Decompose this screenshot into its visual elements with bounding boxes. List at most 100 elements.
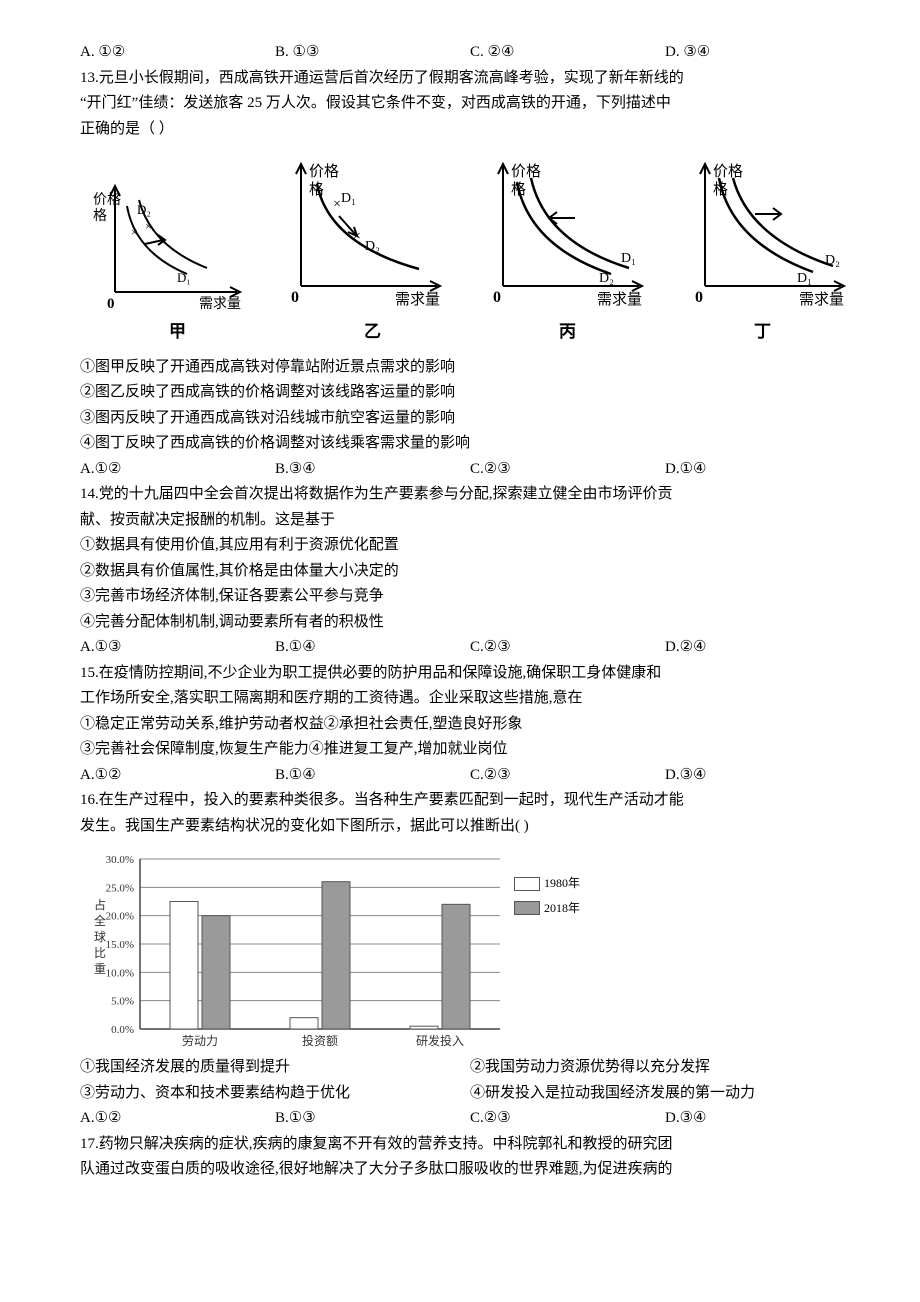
q13-opt-d: D.①④ <box>665 457 860 483</box>
q14-s3: ③完善市场经济体制,保证各要素公平参与竞争 <box>80 584 860 610</box>
q13-graph-jia: 价格 格 需求量 0 D₂ D₁ × × <box>87 174 247 314</box>
svg-text:重: 重 <box>94 962 106 976</box>
svg-text:×: × <box>145 219 152 233</box>
svg-text:劳动力: 劳动力 <box>182 1034 218 1048</box>
svg-text:D₂: D₂ <box>825 253 840 268</box>
q14-opt-d: D.②④ <box>665 635 860 661</box>
q16-opt-d: D.③④ <box>665 1106 860 1132</box>
q16-stem-1: 16.在生产过程中，投入的要素种类很多。当各种生产要素匹配到一起时，现代生产活动… <box>80 788 860 814</box>
q16-s2: ②我国劳动力资源优势得以充分发挥 <box>470 1055 860 1081</box>
svg-text:价格: 价格 <box>511 163 541 180</box>
q13-s3: ③图丙反映了开通西成高铁对沿线城市航空客运量的影响 <box>80 406 860 432</box>
q13-stem-2: “开门红”佳绩：发送旅客 25 万人次。假设其它条件不变，对西成高铁的开通，下列… <box>80 91 860 117</box>
q13-graph-yi: 价格 格 需求量 0 × × D₁ D₂ <box>269 154 449 314</box>
q12-opt-b: B. ①③ <box>275 40 470 66</box>
svg-text:10.0%: 10.0% <box>106 968 134 980</box>
q15-options: A.①② B.①④ C.②③ D.③④ <box>80 763 860 789</box>
svg-text:价格: 价格 <box>713 163 743 180</box>
q16-opt-b: B.①③ <box>275 1106 470 1132</box>
svg-text:0.0%: 0.0% <box>111 1024 134 1036</box>
svg-text:20.0%: 20.0% <box>106 911 134 923</box>
svg-text:0: 0 <box>291 289 299 306</box>
q16-s1: ①我国经济发展的质量得到提升 <box>80 1055 470 1081</box>
graph-name-yi: 乙 <box>275 318 470 347</box>
legend-2018-label: 2018年 <box>544 898 580 918</box>
svg-text:D₁: D₁ <box>621 251 636 266</box>
q17-stem-2: 队通过改变蛋白质的吸收途径,很好地解决了大分子多肽口服吸收的世界难题,为促进疾病… <box>80 1157 860 1183</box>
svg-text:0: 0 <box>493 289 501 306</box>
q14-s2: ②数据具有价值属性,其价格是由体量大小决定的 <box>80 559 860 585</box>
q13-graphs: 价格 格 需求量 0 D₂ D₁ × × 价格 格 需求量 0 × × D <box>80 154 860 314</box>
svg-text:D₂: D₂ <box>365 239 380 254</box>
svg-text:0: 0 <box>695 289 703 306</box>
q14-opt-c: C.②③ <box>470 635 665 661</box>
q15-stem-1: 15.在疫情防控期间,不少企业为职工提供必要的防护用品和保障设施,确保职工身体健… <box>80 661 860 687</box>
q16-opt-c: C.②③ <box>470 1106 665 1132</box>
svg-text:D₂: D₂ <box>599 271 614 286</box>
svg-text:球: 球 <box>94 930 106 944</box>
svg-text:需求量: 需求量 <box>395 291 440 308</box>
svg-text:格: 格 <box>93 208 107 224</box>
q15-opt-d: D.③④ <box>665 763 860 789</box>
q16-s4: ④研发投入是拉动我国经济发展的第一动力 <box>470 1081 860 1107</box>
svg-text:比: 比 <box>94 946 106 960</box>
q15-opt-c: C.②③ <box>470 763 665 789</box>
q13-stem-1: 13.元旦小长假期间，西成高铁开通运营后首次经历了假期客流高峰考验，实现了新年新… <box>80 66 860 92</box>
legend-1980-label: 1980年 <box>544 873 580 893</box>
q16-options: A.①② B.①③ C.②③ D.③④ <box>80 1106 860 1132</box>
q14-stem-2: 献、按贡献决定报酬的机制。这是基于 <box>80 508 860 534</box>
q16-chart: 0.0% 5.0% 10.0% 15.0% 20.0% 25.0% 30.0% 占全球比重劳动… <box>80 849 860 1049</box>
q15-stem-2: 工作场所安全,落实职工隔离期和医疗期的工资待遇。企业采取这些措施,意在 <box>80 686 860 712</box>
q15-opt-b: B.①④ <box>275 763 470 789</box>
q16-legend: 1980年 2018年 <box>514 873 580 922</box>
q13-s2: ②图乙反映了西成高铁的价格调整对该线路客运量的影响 <box>80 380 860 406</box>
svg-text:D₂: D₂ <box>137 202 151 217</box>
axis-y-label: 价格 <box>93 192 121 208</box>
graph-name-jia: 甲 <box>80 318 275 347</box>
swatch-1980 <box>514 877 540 891</box>
q16-opt-a: A.①② <box>80 1106 275 1132</box>
q15-s12: ①稳定正常劳动关系,维护劳动者权益②承担社会责任,塑造良好形象 <box>80 712 860 738</box>
q13-opt-a: A.①② <box>80 457 275 483</box>
svg-text:30.0%: 30.0% <box>106 854 134 866</box>
svg-text:需求量: 需求量 <box>597 291 642 308</box>
q13-graph-bing: 价格 格 需求量 0 D₁ D₂ <box>471 154 651 314</box>
q16-s34: ③劳动力、资本和技术要素结构趋于优化 ④研发投入是拉动我国经济发展的第一动力 <box>80 1081 860 1107</box>
q12-opt-c: C. ②④ <box>470 40 665 66</box>
q15-opt-a: A.①② <box>80 763 275 789</box>
svg-text:15.0%: 15.0% <box>106 939 134 951</box>
svg-text:占: 占 <box>94 897 106 912</box>
q17-stem-1: 17.药物只解决疾病的症状,疾病的康复离不开有效的营养支持。中科院郭礼和教授的研… <box>80 1132 860 1158</box>
svg-text:全: 全 <box>94 913 106 928</box>
graph-name-ding: 丁 <box>665 318 860 347</box>
q12-opt-d: D. ③④ <box>665 40 860 66</box>
svg-text:25.0%: 25.0% <box>106 883 134 895</box>
swatch-2018 <box>514 901 540 915</box>
q16-stem-2: 发生。我国生产要素结构状况的变化如下图所示，据此可以推断出( ) <box>80 814 860 840</box>
q16-s3: ③劳动力、资本和技术要素结构趋于优化 <box>80 1081 470 1107</box>
q12-opt-a: A. ①② <box>80 40 275 66</box>
legend-2018: 2018年 <box>514 898 580 918</box>
svg-text:研发投入: 研发投入 <box>416 1033 464 1048</box>
q14-opt-b: B.①④ <box>275 635 470 661</box>
svg-text:5.0%: 5.0% <box>111 996 134 1008</box>
graph-name-bing: 丙 <box>470 318 665 347</box>
q15-s34: ③完善社会保障制度,恢复生产能力④推进复工复产,增加就业岗位 <box>80 737 860 763</box>
q13-graph-ding: 价格 格 需求量 0 D₁ D₂ <box>673 154 853 314</box>
svg-text:格: 格 <box>309 181 324 198</box>
q13-opt-c: C.②③ <box>470 457 665 483</box>
legend-1980: 1980年 <box>514 873 580 893</box>
svg-text:0: 0 <box>107 296 115 312</box>
axis-x-label: 需求量 <box>199 296 241 312</box>
svg-text:D₁: D₁ <box>177 270 191 285</box>
q13-s4: ④图丁反映了西成高铁的价格调整对该线乘客需求量的影响 <box>80 431 860 457</box>
q13-graph-names: 甲 乙 丙 丁 <box>80 318 860 347</box>
q13-stem-3: 正确的是（ ） <box>80 117 860 143</box>
svg-text:D₁: D₁ <box>797 271 812 286</box>
q14-stem-1: 14.党的十九届四中全会首次提出将数据作为生产要素参与分配,探索建立健全由市场评… <box>80 482 860 508</box>
q16-barchart-svg: 0.0% 5.0% 10.0% 15.0% 20.0% 25.0% 30.0% 占全球比重劳动… <box>80 849 500 1049</box>
svg-text:投资额: 投资额 <box>302 1033 338 1048</box>
q14-s1: ①数据具有使用价值,其应用有利于资源优化配置 <box>80 533 860 559</box>
q13-s1: ①图甲反映了开通西成高铁对停靠站附近景点需求的影响 <box>80 355 860 381</box>
q16-s12: ①我国经济发展的质量得到提升 ②我国劳动力资源优势得以充分发挥 <box>80 1055 860 1081</box>
